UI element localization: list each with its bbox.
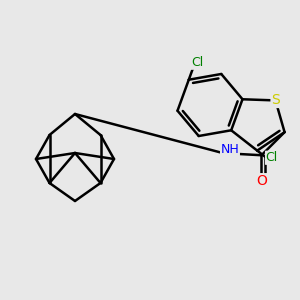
Text: Cl: Cl (266, 151, 278, 164)
Text: NH: NH (220, 143, 239, 156)
Text: O: O (256, 174, 267, 188)
Text: Cl: Cl (191, 56, 204, 69)
Text: S: S (271, 93, 280, 107)
